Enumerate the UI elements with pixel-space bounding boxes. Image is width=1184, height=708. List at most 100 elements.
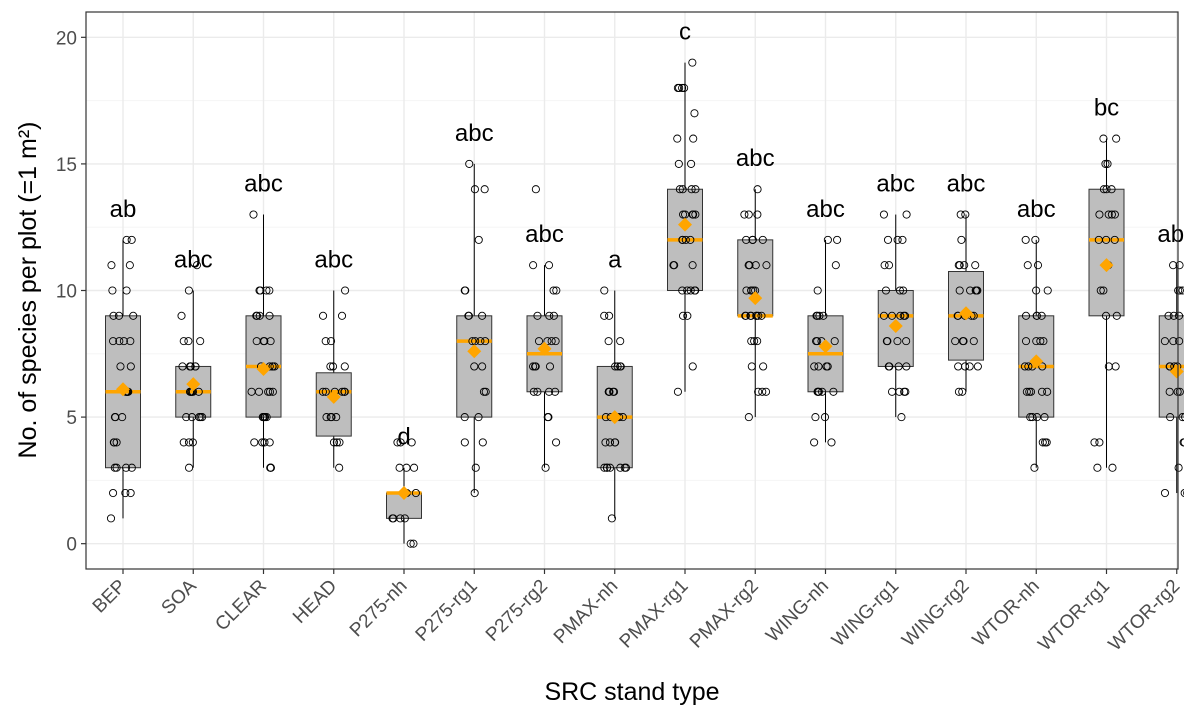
data-point: [1096, 286, 1105, 295]
data-point: [411, 488, 420, 498]
data-point: [971, 286, 980, 295]
data-point: [681, 235, 690, 244]
data-point: [616, 337, 625, 346]
data-point: [1022, 387, 1031, 396]
data-point: [1165, 362, 1175, 371]
data-point: [744, 210, 753, 219]
data-point: [531, 362, 540, 371]
data-point: [460, 438, 469, 447]
group-letter: abc: [455, 120, 494, 147]
data-point: [747, 337, 756, 346]
data-point: [322, 413, 331, 422]
data-point: [112, 438, 121, 447]
data-point: [109, 488, 118, 498]
data-point: [265, 387, 275, 396]
data-point: [110, 438, 119, 447]
data-point: [270, 362, 279, 371]
data-point: [675, 185, 684, 194]
data-point: [252, 311, 261, 320]
data-point: [604, 387, 613, 396]
data-point: [108, 286, 117, 295]
group-letter: abc: [1017, 196, 1056, 223]
data-point: [109, 311, 118, 320]
y-tick-label: 10: [56, 282, 77, 303]
data-point: [182, 413, 191, 422]
box-series: [105, 62, 1184, 544]
x-tick-label: P275-nh: [346, 576, 412, 642]
data-point: [971, 261, 980, 270]
data-point: [179, 438, 188, 447]
data-point: [260, 438, 269, 447]
data-point: [481, 337, 490, 346]
data-point: [1101, 311, 1111, 320]
data-point: [879, 311, 889, 320]
data-point: [126, 337, 135, 346]
data-point: [1099, 286, 1108, 295]
data-point: [887, 311, 897, 320]
data-point: [689, 134, 698, 143]
x-tick-label: WING-rg2: [898, 576, 973, 651]
data-point: [609, 387, 619, 396]
data-point: [894, 362, 903, 371]
data-point: [533, 311, 542, 320]
data-point: [549, 286, 558, 295]
data-point: [605, 438, 615, 447]
data-point: [552, 286, 561, 295]
data-point: [673, 387, 682, 396]
mean-markers: [116, 217, 1184, 501]
data-point: [335, 438, 344, 447]
group-letter: d: [397, 424, 410, 451]
data-point: [1101, 159, 1110, 168]
mean-marker: [537, 341, 552, 356]
data-point: [680, 83, 689, 93]
data-point: [250, 438, 259, 447]
data-point: [675, 83, 684, 93]
data-point: [195, 413, 204, 422]
data-point: [833, 235, 842, 244]
data-point: [258, 438, 267, 447]
data-point: [687, 185, 696, 194]
data-point: [545, 387, 554, 396]
data-point: [184, 286, 193, 295]
data-point: [551, 387, 560, 396]
data-point: [744, 413, 753, 422]
data-point: [179, 337, 188, 346]
data-point: [884, 261, 894, 270]
data-point: [266, 337, 275, 346]
data-point: [126, 362, 135, 371]
data-point: [902, 337, 911, 346]
data-point: [1110, 210, 1119, 219]
data-point: [820, 413, 830, 422]
x-tick-label: PMAX-rg1: [616, 576, 693, 653]
data-point: [396, 514, 405, 523]
group-letter: bc: [1094, 95, 1119, 122]
x-tick-label: WTOR-rg1: [1034, 576, 1114, 656]
point-series: [106, 58, 1184, 548]
data-point: [177, 311, 186, 320]
data-point: [1111, 362, 1120, 371]
data-point: [605, 311, 614, 320]
data-point: [753, 185, 762, 194]
data-point: [670, 261, 679, 270]
mean-marker: [326, 389, 341, 404]
data-point: [953, 311, 962, 320]
data-point: [192, 261, 202, 270]
data-point: [184, 337, 193, 346]
data-point: [471, 463, 480, 472]
data-point: [534, 337, 544, 346]
data-point: [261, 413, 270, 422]
data-point: [611, 438, 620, 447]
data-point: [480, 185, 489, 194]
data-point: [683, 311, 692, 320]
data-point: [1107, 210, 1116, 219]
data-point: [549, 311, 558, 320]
data-point: [673, 134, 682, 143]
mean-marker: [959, 306, 973, 321]
data-point: [478, 438, 487, 447]
data-point: [1095, 210, 1104, 219]
data-point: [268, 387, 277, 396]
data-point: [529, 261, 538, 270]
data-point: [551, 337, 560, 346]
data-point: [1021, 337, 1031, 346]
data-point: [753, 210, 762, 219]
